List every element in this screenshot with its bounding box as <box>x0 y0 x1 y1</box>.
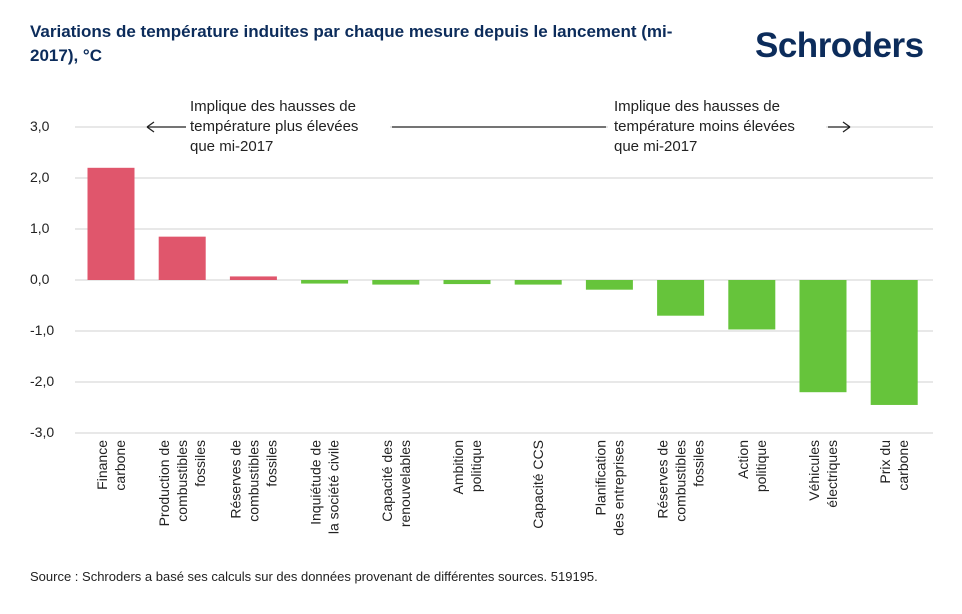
x-category-label-line: combustibles <box>245 440 261 522</box>
x-category-label: Planification des entreprises <box>592 440 626 536</box>
x-category-label-line: fossiles <box>263 440 279 487</box>
bar <box>799 280 847 393</box>
x-category-label-line: des entreprises <box>610 440 626 536</box>
bar <box>301 280 349 284</box>
y-tick-label: 3,0 <box>30 118 50 134</box>
annotation-line: Implique des hausses de <box>614 98 780 115</box>
y-tick-label: -2,0 <box>30 373 54 389</box>
x-category-label-line: Inquiétude de <box>308 440 324 525</box>
x-category-label-line: Prix du <box>877 440 893 484</box>
bar <box>585 280 633 290</box>
x-category-label: Véhicules électriques <box>806 440 840 508</box>
bar <box>87 167 135 280</box>
source-note: Source : Schroders a basé ses calculs su… <box>30 569 598 584</box>
x-category-label-line: politique <box>753 440 769 492</box>
annotation-backdrop <box>608 96 826 156</box>
x-category-label-line: Planification <box>592 440 608 516</box>
x-category-label-line: Production de <box>156 440 172 527</box>
x-category-label-line: fossiles <box>192 440 208 487</box>
x-category-label: Capacité CCS <box>530 440 546 529</box>
annotation-line: que mi-2017 <box>190 138 273 155</box>
gridlines <box>75 126 933 434</box>
x-category-label-line: Ambition <box>450 440 466 494</box>
annotation-line: température moins élevées <box>614 118 795 135</box>
y-axis-tick-labels: 3,0 2,0 1,0 0,0 -1,0 -2,0 -3,0 <box>30 118 54 440</box>
annotation-left: Implique des hausses de température plus … <box>190 98 358 155</box>
x-category-label: Action politique <box>735 440 769 492</box>
arrow-right-icon <box>842 121 851 133</box>
x-category-label-line: électriques <box>824 440 840 508</box>
x-category-label: Ambition politique <box>450 440 484 495</box>
bar <box>158 236 206 280</box>
x-category-label-line: carbone <box>895 440 911 491</box>
x-category-label: Inquiétude de la société civile <box>308 440 342 534</box>
x-category-label-line: fossiles <box>691 440 707 487</box>
bar <box>657 280 705 316</box>
bar <box>870 280 918 405</box>
annotation-right: Implique des hausses de température moins… <box>614 98 795 155</box>
y-tick-label: 2,0 <box>30 169 50 185</box>
x-category-label-line: Action <box>735 440 751 479</box>
chart-title: Variations de température induites par c… <box>30 22 673 65</box>
x-category-label: Capacité des renouvelables <box>379 440 413 527</box>
x-category-label-line: Capacité des <box>379 440 395 522</box>
annotations: Implique des hausses de température plus … <box>146 96 851 156</box>
x-category-label-line: combustibles <box>174 440 190 522</box>
x-category-label-line: Véhicules <box>806 440 822 501</box>
arrow-left-icon <box>146 121 155 133</box>
x-category-label: Finance carbone <box>94 440 128 491</box>
annotation-line: que mi-2017 <box>614 138 697 155</box>
bar <box>443 280 491 285</box>
x-axis-category-labels: Finance carbone Production de combustibles f… <box>94 440 911 536</box>
x-category-label-line: renouvelables <box>397 440 413 527</box>
x-category-label: Réserves de combustibles fossiles <box>227 440 279 522</box>
bar <box>728 280 776 330</box>
y-tick-label: 0,0 <box>30 271 50 287</box>
x-category-label-line: Finance <box>94 440 110 490</box>
x-category-label-line: combustibles <box>673 440 689 522</box>
y-tick-label: 1,0 <box>30 220 50 236</box>
schroders-logo: Schroders <box>755 26 924 65</box>
y-tick-label: -3,0 <box>30 424 54 440</box>
x-category-label-line: politique <box>468 440 484 492</box>
x-category-label-line: carbone <box>112 440 128 491</box>
bar <box>229 276 277 280</box>
x-category-label-line: la société civile <box>326 440 342 534</box>
x-category-label-line: Réserves de <box>227 440 243 519</box>
y-tick-label: -1,0 <box>30 322 54 338</box>
annotation-line: Implique des hausses de <box>190 98 356 115</box>
x-category-label: Prix du carbone <box>877 440 911 491</box>
x-category-label-line: Réserves de <box>655 440 671 519</box>
x-category-label: Réserves de combustibles fossiles <box>655 440 707 522</box>
bars <box>87 167 918 405</box>
annotation-backdrop <box>186 96 390 156</box>
x-category-label-line: Capacité CCS <box>530 440 546 529</box>
bar <box>372 280 420 285</box>
annotation-line: température plus élevées <box>190 118 358 135</box>
x-category-label: Production de combustibles fossiles <box>156 440 208 527</box>
bar <box>514 280 562 285</box>
